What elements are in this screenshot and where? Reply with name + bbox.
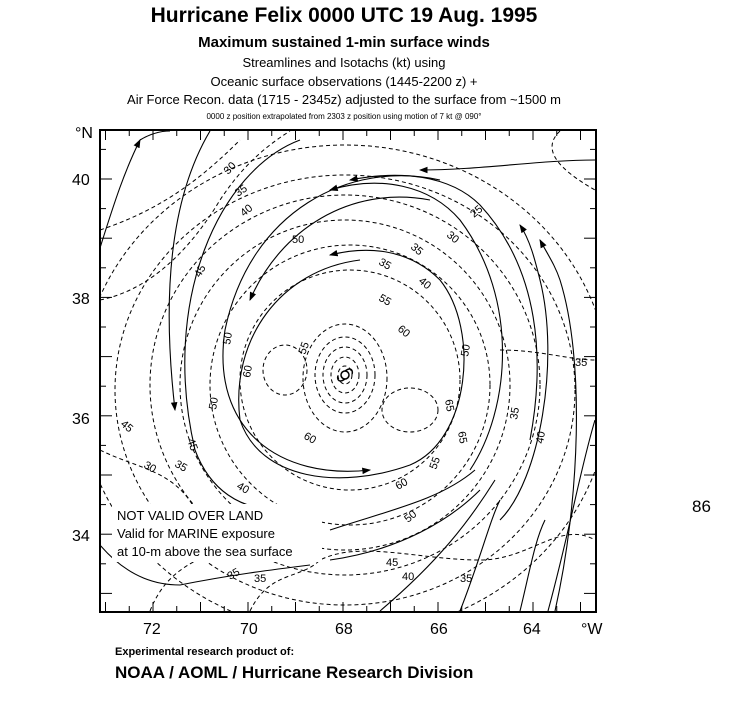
isotach-label: 40 xyxy=(238,202,255,219)
isotach-label: 35 xyxy=(173,458,190,475)
method-line: Streamlines and Isotachs (kt) using xyxy=(242,55,446,70)
isotach-label: 40 xyxy=(534,430,548,444)
lon-tick-64: 64 xyxy=(523,621,541,638)
isotach-label: 35 xyxy=(460,573,472,585)
recon-source-line: Air Force Recon. data (1715 - 2345z) adj… xyxy=(127,92,561,107)
lon-tick-66: 66 xyxy=(430,621,448,638)
isotach-label: 35 xyxy=(233,183,250,200)
lon-tick-68: 68 xyxy=(335,621,353,638)
isotach-label: 65 xyxy=(442,398,456,412)
isotach-label: 40 xyxy=(402,571,414,583)
chart-title: Hurricane Felix 0000 UTC 19 Aug. 1995 xyxy=(150,4,538,27)
isotach-label: 30 xyxy=(222,160,239,177)
isotachs xyxy=(101,131,595,611)
isotach-label: 60 xyxy=(241,364,255,378)
isotach-label: 45 xyxy=(184,437,199,453)
lat-tick-34: 34 xyxy=(72,528,90,545)
isotach-label: 50 xyxy=(221,331,235,345)
isotach-label: 40 xyxy=(416,275,433,292)
sea-surface-note: at 10-m above the sea surface xyxy=(117,544,293,559)
isotach-label: 35 xyxy=(575,357,587,369)
isotach-label: 35 xyxy=(226,566,243,583)
isotach-label: 55 xyxy=(377,292,394,309)
lon-unit: °W xyxy=(581,621,603,638)
isotach-label: 55 xyxy=(428,455,443,471)
organization-name: NOAA / AOML / Hurricane Research Divisio… xyxy=(115,663,474,682)
isotach-label: 25 xyxy=(468,203,485,220)
lat-tick-40: 40 xyxy=(72,172,90,189)
isotach-label: 30 xyxy=(142,459,159,476)
isotach-label: 50 xyxy=(402,508,419,525)
isotach-label: 35 xyxy=(408,241,425,258)
isotach-label: 50 xyxy=(207,396,221,410)
position-note: 0000 z position extrapolated from 2303 z… xyxy=(206,112,482,121)
lat-unit: °N xyxy=(75,125,93,142)
not-valid-over-land-note: NOT VALID OVER LAND xyxy=(117,508,263,523)
isotach-label: 50 xyxy=(459,343,473,357)
isotach-label: 45 xyxy=(118,418,135,435)
lon-tick-72: 72 xyxy=(143,621,161,638)
isotach-label: 60 xyxy=(395,323,412,340)
isotach-labels: 30 35 40 50 45 35 40 55 60 35 30 25 55 6… xyxy=(118,160,587,585)
isotach-label: 35 xyxy=(508,406,522,420)
isotach-label: 60 xyxy=(302,430,319,447)
lat-tick-38: 38 xyxy=(72,291,90,308)
credit-line: Experimental research product of: xyxy=(115,646,295,658)
streamlines xyxy=(101,131,595,611)
isotach-label: 50 xyxy=(292,234,304,246)
data-source-line: Oceanic surface observations (1445-2200 … xyxy=(210,74,478,89)
isotach-label: 40 xyxy=(235,480,252,497)
isotach-label: 30 xyxy=(444,229,461,246)
isotach-label: 35 xyxy=(254,573,266,585)
hurricane-symbol-icon xyxy=(336,368,354,382)
lat-tick-36: 36 xyxy=(72,411,90,428)
isotach-label: 55 xyxy=(297,340,312,356)
chart-subtitle: Maximum sustained 1-min surface winds xyxy=(198,34,490,51)
isotach-label: 65 xyxy=(455,430,469,444)
isotach-label: 45 xyxy=(386,557,398,569)
lon-tick-70: 70 xyxy=(240,621,258,638)
isotach-label: 45 xyxy=(192,263,209,280)
note-background xyxy=(112,504,322,562)
axis-ticks xyxy=(100,130,596,612)
isotach-label: 35 xyxy=(377,256,394,273)
isotach-label: 60 xyxy=(394,476,411,493)
map-frame xyxy=(99,129,597,613)
side-label: 86 xyxy=(692,497,711,516)
marine-exposure-note: Valid for MARINE exposure xyxy=(117,526,275,541)
